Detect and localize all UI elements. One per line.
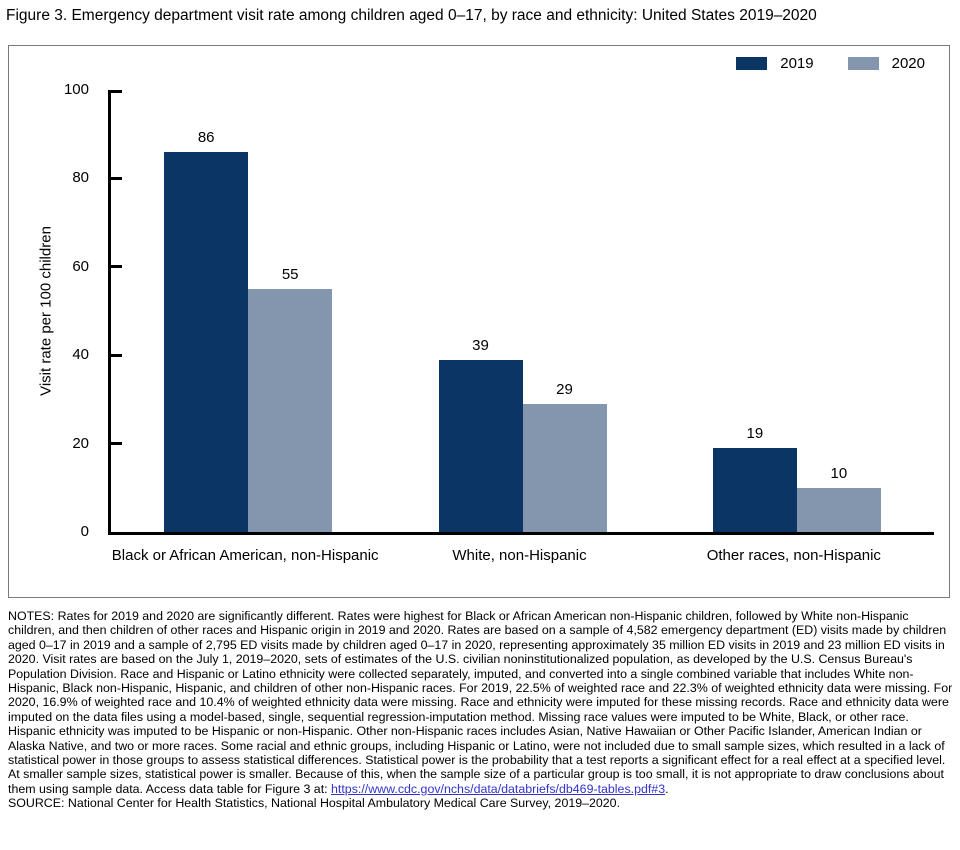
bar-value-label: 86 <box>197 128 215 146</box>
bar-2019-2 <box>712 448 797 532</box>
legend-label-2019: 2019 <box>780 55 814 72</box>
y-axis-title: Visit rate per 100 children <box>37 226 55 396</box>
x-axis-labels: Black or African American, non-Hispanic W… <box>108 546 931 590</box>
bar-2020-2 <box>796 487 881 532</box>
plot-area: 86 55 39 29 19 10 <box>108 90 934 535</box>
notes-block: NOTES: Rates for 2019 and 2020 are signi… <box>8 609 953 811</box>
x-category-label: White, non-Hispanic <box>452 547 587 564</box>
y-tick-mark <box>111 442 122 446</box>
y-tick-label: 40 <box>72 346 89 364</box>
bar-value-label: 29 <box>556 380 573 398</box>
bar-value-label: 19 <box>746 425 764 443</box>
bar-value-label: 39 <box>472 336 489 354</box>
notes-text: NOTES: Rates for 2019 and 2020 are signi… <box>8 609 953 796</box>
bar-2019-1 <box>438 359 523 532</box>
chart-legend: 2019 2020 <box>736 55 925 72</box>
legend-label-2020: 2020 <box>891 55 925 72</box>
x-category-label: Other races, non-Hispanic <box>706 547 881 564</box>
x-category-label: Black or African American, non-Hispanic <box>111 547 379 564</box>
y-tick-mark <box>111 176 122 180</box>
y-tick-mark <box>111 353 122 357</box>
y-tick-mark <box>111 90 122 93</box>
y-tick-label: 100 <box>63 81 89 98</box>
figure-title: Figure 3. Emergency department visit rat… <box>6 7 817 24</box>
legend-swatch-2019 <box>736 57 768 70</box>
legend-swatch-2020 <box>847 57 879 70</box>
source-line: SOURCE: National Center for Health Stati… <box>8 796 621 811</box>
y-tick-label: 20 <box>72 434 89 452</box>
y-tick-label: 60 <box>72 257 89 275</box>
data-table-link[interactable]: https://www.cdc.gov/nchs/data/databriefs… <box>331 781 666 796</box>
y-tick-mark <box>111 265 122 269</box>
y-tick-label: 0 <box>80 523 89 540</box>
y-tick-label: 80 <box>72 169 89 187</box>
bar-value-label: 55 <box>281 265 299 283</box>
notes-after-link: . <box>665 781 669 796</box>
bar-2020-0 <box>248 288 333 532</box>
bar-value-label: 10 <box>830 464 848 482</box>
bar-2019-0 <box>164 151 249 532</box>
bar-2020-1 <box>522 403 607 532</box>
